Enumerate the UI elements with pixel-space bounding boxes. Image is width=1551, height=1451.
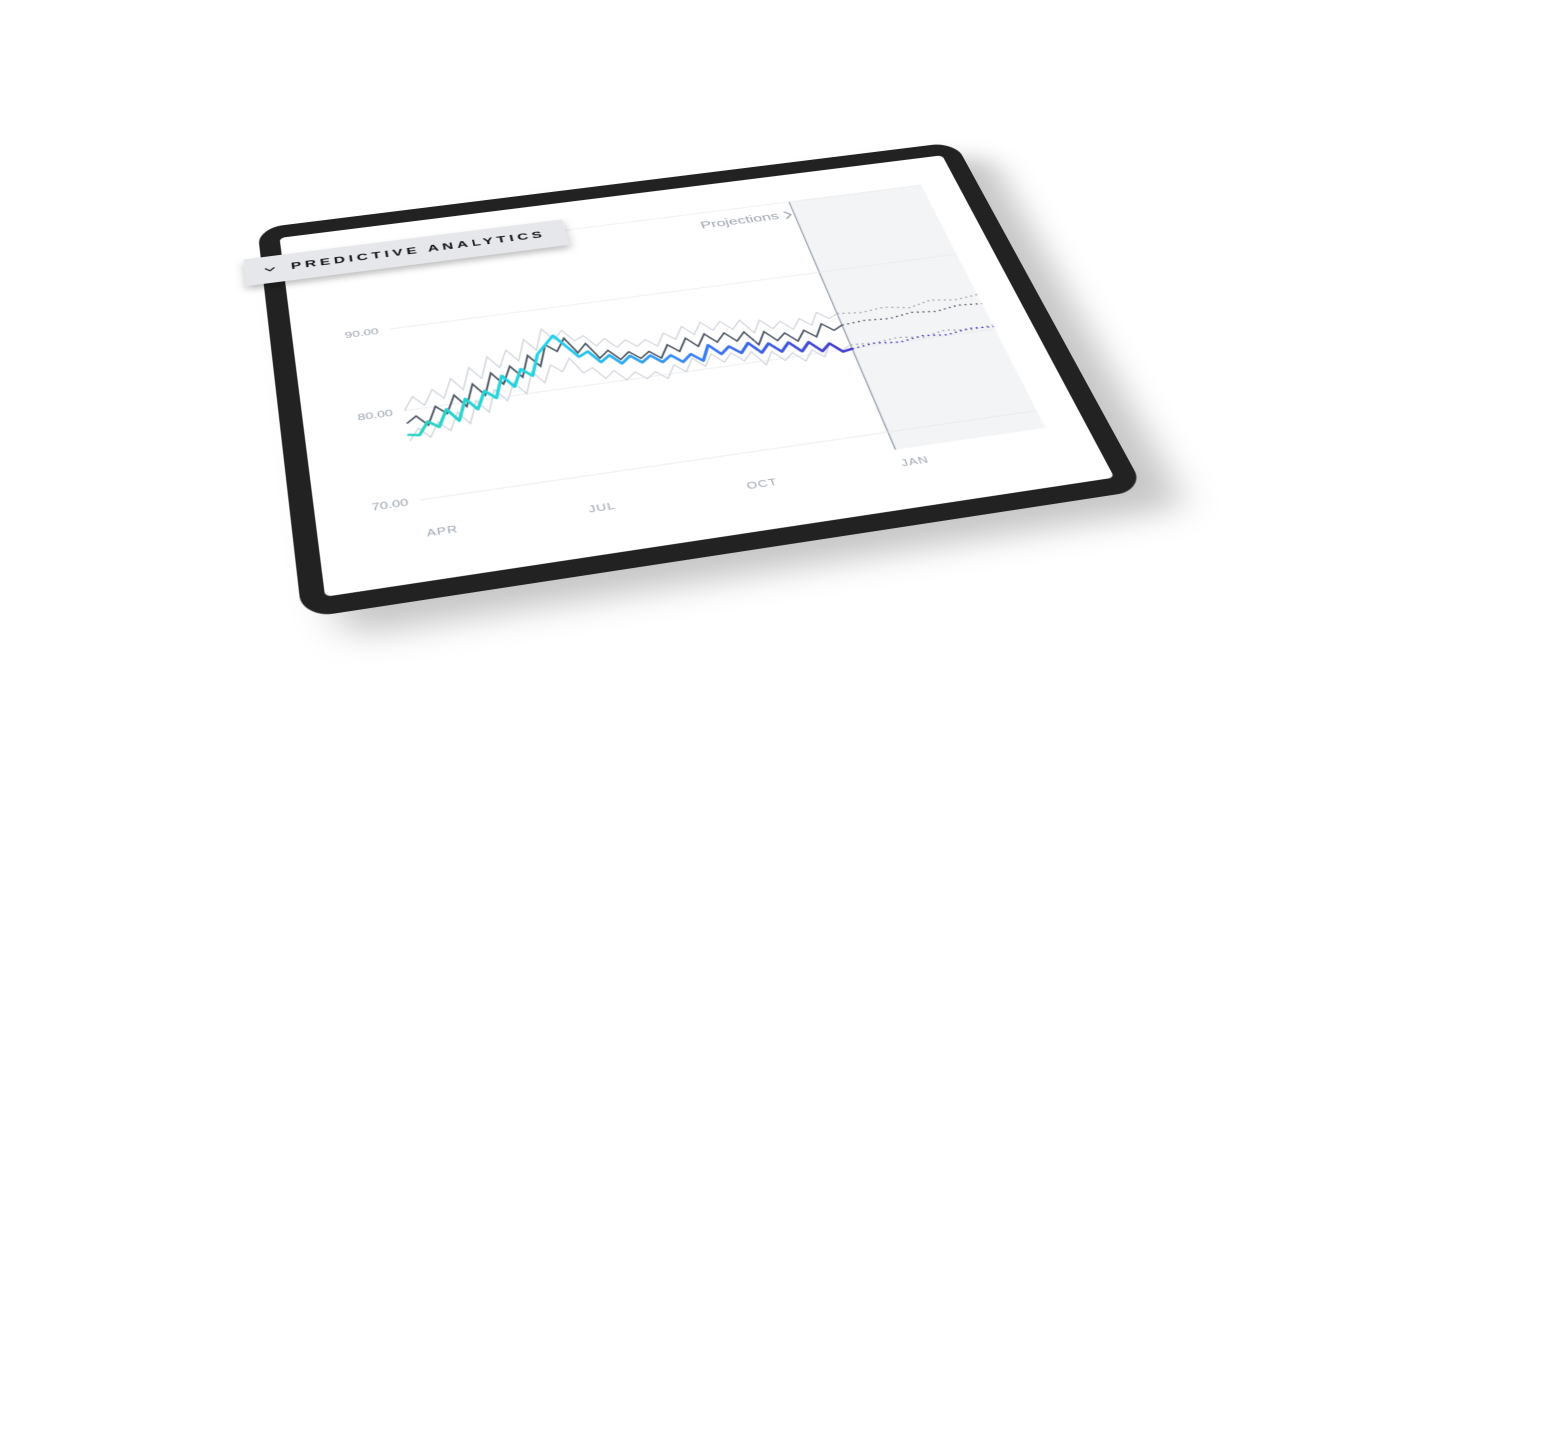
projections-label[interactable]: Projections	[699, 211, 781, 231]
x-month-label: OCT	[745, 477, 779, 492]
chevron-down-icon	[262, 264, 279, 275]
y-tick-label: 70.00	[371, 497, 409, 513]
x-month-label: JAN	[899, 455, 931, 469]
gridline	[421, 411, 1037, 500]
chevron-right-icon	[784, 211, 792, 218]
series-mid	[396, 302, 859, 428]
y-tick-label: 80.00	[357, 408, 394, 423]
x-month-label: JUL	[587, 501, 617, 516]
